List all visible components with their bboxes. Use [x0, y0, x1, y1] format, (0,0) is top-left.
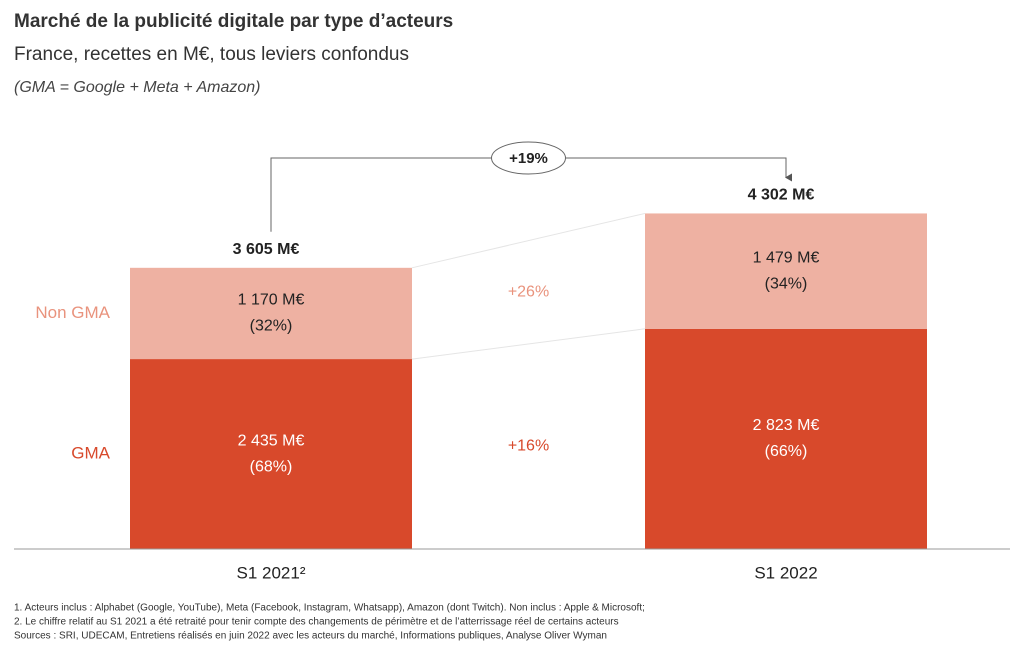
bar-segment — [130, 267, 412, 360]
x-tick-label: S1 2021² — [237, 563, 306, 582]
growth-bubble — [491, 141, 566, 175]
series-label: GMA — [71, 444, 110, 463]
value-label: 2 435 M€ — [238, 432, 305, 449]
footnote: Sources : SRI, UDECAM, Entretiens réalis… — [14, 631, 607, 642]
bar-segment — [645, 328, 927, 549]
growth-label: +26% — [508, 284, 549, 301]
value-label: 2 823 M€ — [753, 417, 820, 434]
connector — [411, 328, 646, 360]
chart-title: Marché de la publicité digitale par type… — [14, 11, 453, 32]
x-tick-label: S1 2022 — [754, 563, 817, 582]
total-growth-label: +19% — [509, 150, 548, 167]
share-label: (34%) — [765, 275, 808, 292]
connector — [411, 212, 646, 269]
series-label: Non GMA — [35, 303, 110, 322]
bar-segment — [645, 213, 927, 329]
chart-note: (GMA = Google + Meta + Amazon) — [14, 79, 260, 96]
share-label: (32%) — [250, 318, 293, 335]
value-label: 1 479 M€ — [753, 249, 820, 266]
bar-segment — [130, 359, 412, 549]
footnote: 2. Le chiffre relatif au S1 2021 a été r… — [14, 617, 619, 628]
value-label: 1 170 M€ — [238, 292, 305, 309]
share-label: (66%) — [765, 443, 808, 460]
total-label: 4 302 M€ — [748, 187, 815, 204]
growth-label: +16% — [508, 438, 549, 455]
chart-subtitle: France, recettes en M€, tous leviers con… — [14, 44, 409, 65]
share-label: (68%) — [250, 458, 293, 475]
footnote: 1. Acteurs inclus : Alphabet (Google, Yo… — [14, 603, 645, 614]
total-label: 3 605 M€ — [233, 241, 300, 258]
